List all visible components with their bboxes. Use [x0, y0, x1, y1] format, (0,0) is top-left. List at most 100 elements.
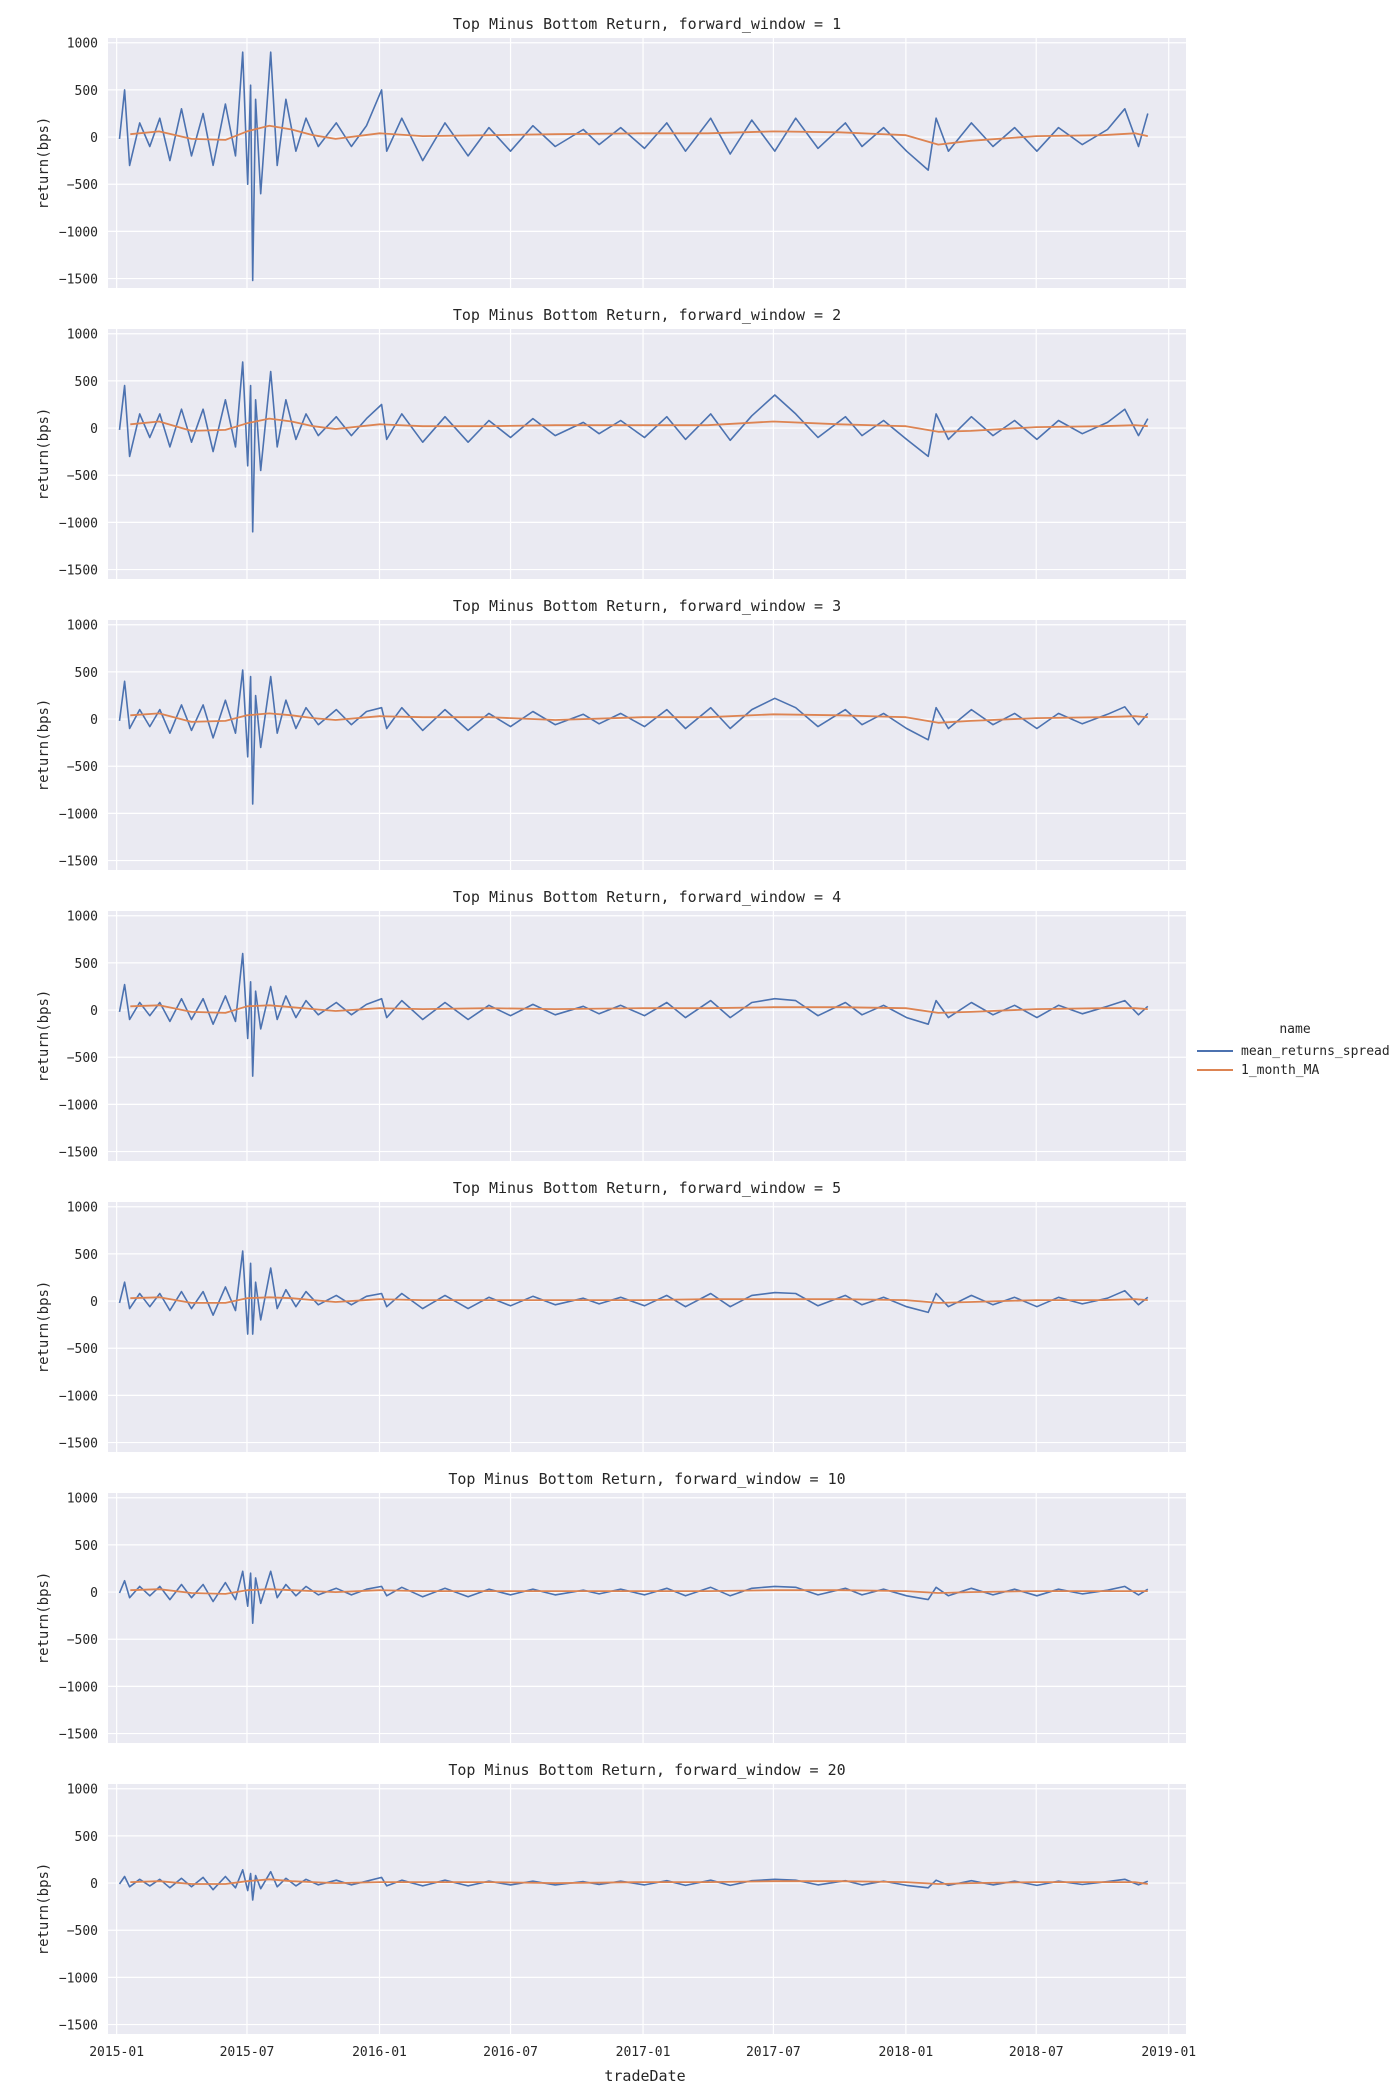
- y-axis-label: return(bps): [36, 990, 52, 1083]
- series-line-mean-returns-spread: [118, 1570, 1149, 1624]
- x-tick-label: 2016-07: [483, 2045, 538, 2060]
- x-tick-label: 2019-01: [1141, 2045, 1196, 2060]
- panel-6: −1500 −1000 −500 0 500 1000 Top Minus Bottom R…: [36, 1470, 1186, 1743]
- y-tick-label: −1500: [59, 855, 98, 870]
- facet-panels: −1500 −1000 −500 0 500 1000 Top Minus Bottom R…: [36, 15, 1196, 2060]
- y-tick-label: 1000: [67, 1201, 98, 1216]
- y-tick-label: 500: [75, 1830, 98, 1845]
- y-tick-label: −1500: [59, 1146, 98, 1161]
- y-tick-label: −1500: [59, 1728, 98, 1743]
- series-line-mean-returns-spread: [118, 952, 1149, 1077]
- panel-title: Top Minus Bottom Return, forward_window …: [448, 1761, 845, 1779]
- series-line-1-month-ma: [130, 417, 1148, 433]
- panel-title: Top Minus Bottom Return, forward_window …: [453, 15, 841, 33]
- y-tick-label: 0: [90, 422, 98, 437]
- plot-background: [108, 329, 1186, 579]
- y-tick-label: 0: [90, 1586, 98, 1601]
- panel-7: −1500 −1000 −500 0 500 1000 Top Minus Bottom R…: [36, 1761, 1196, 2060]
- panel-1: −1500 −1000 −500 0 500 1000 Top Minus Bottom R…: [36, 15, 1186, 288]
- x-tick-label: 2018-07: [1009, 2045, 1064, 2060]
- y-tick-label: −1000: [59, 1680, 98, 1695]
- y-tick-label: −1000: [59, 516, 98, 531]
- y-tick-label: 500: [75, 1248, 98, 1263]
- y-tick-label: −1500: [59, 564, 98, 579]
- x-tick-label: 2016-01: [352, 2045, 407, 2060]
- y-tick-label: 500: [75, 1539, 98, 1554]
- y-tick-label: 1000: [67, 1492, 98, 1507]
- y-tick-label: −500: [67, 1924, 98, 1939]
- y-tick-label: 500: [75, 375, 98, 390]
- y-tick-label: 500: [75, 957, 98, 972]
- panel-title: Top Minus Bottom Return, forward_window …: [453, 306, 841, 324]
- series-line-1-month-ma: [130, 1878, 1148, 1885]
- y-tick-label: −1000: [59, 1389, 98, 1404]
- plot-background: [108, 1493, 1186, 1743]
- series-line-1-month-ma: [130, 1296, 1148, 1304]
- y-tick-label: 0: [90, 713, 98, 728]
- y-tick-label: 0: [90, 1877, 98, 1892]
- y-tick-label: −500: [67, 760, 98, 775]
- y-tick-label: 1000: [67, 328, 98, 343]
- y-tick-label: −1500: [59, 273, 98, 288]
- panel-5: −1500 −1000 −500 0 500 1000 Top Minus Bottom R…: [36, 1179, 1186, 1452]
- x-axis-label: tradeDate: [604, 2067, 685, 2085]
- series-line-mean-returns-spread: [118, 51, 1149, 282]
- x-tick-label: 2017-07: [746, 2045, 801, 2060]
- series-line-mean-returns-spread: [118, 669, 1149, 805]
- y-tick-label: −1500: [59, 1437, 98, 1452]
- x-tick-label: 2015-01: [89, 2045, 144, 2060]
- y-axis-label: return(bps): [36, 117, 52, 210]
- plot-background: [108, 1202, 1186, 1452]
- plot-background: [108, 38, 1186, 288]
- y-axis-label: return(bps): [36, 408, 52, 501]
- y-tick-label: 1000: [67, 910, 98, 925]
- x-tick-label: 2018-01: [878, 2045, 933, 2060]
- series-line-1-month-ma: [130, 712, 1148, 724]
- series-line-1-month-ma: [130, 1588, 1148, 1595]
- y-tick-label: −500: [67, 469, 98, 484]
- legend-label-mean-returns-spread: mean_returns_spread: [1241, 1044, 1390, 1059]
- y-tick-label: −1000: [59, 1971, 98, 1986]
- panel-title: Top Minus Bottom Return, forward_window …: [448, 1470, 845, 1488]
- series-line-mean-returns-spread: [118, 1869, 1149, 1901]
- plot-background: [108, 911, 1186, 1161]
- panel-title: Top Minus Bottom Return, forward_window …: [453, 1179, 841, 1197]
- y-tick-label: −500: [67, 178, 98, 193]
- plot-background: [108, 1784, 1186, 2034]
- y-tick-label: −1000: [59, 807, 98, 822]
- legend-title: name: [1279, 1022, 1310, 1037]
- y-axis-label: return(bps): [36, 1281, 52, 1374]
- panel-2: −1500 −1000 −500 0 500 1000 Top Minus Bottom R…: [36, 306, 1186, 579]
- y-tick-label: 1000: [67, 619, 98, 634]
- y-axis-label: return(bps): [36, 1572, 52, 1665]
- series-line-mean-returns-spread: [118, 1250, 1149, 1335]
- y-tick-label: 500: [75, 84, 98, 99]
- y-tick-label: 1000: [67, 37, 98, 52]
- y-axis-label: return(bps): [36, 699, 52, 792]
- y-tick-label: −500: [67, 1633, 98, 1648]
- y-tick-label: −500: [67, 1051, 98, 1066]
- y-tick-label: −1000: [59, 1098, 98, 1113]
- panel-4: −1500 −1000 −500 0 500 1000 Top Minus Bottom R…: [36, 888, 1186, 1161]
- x-tick-label: 2017-01: [616, 2045, 671, 2060]
- panel-3: −1500 −1000 −500 0 500 1000 Top Minus Bottom R…: [36, 597, 1186, 870]
- plot-background: [108, 620, 1186, 870]
- y-tick-label: 500: [75, 666, 98, 681]
- x-tick-label: 2015-07: [220, 2045, 275, 2060]
- y-tick-label: 0: [90, 1295, 98, 1310]
- y-tick-label: −1500: [59, 2019, 98, 2034]
- legend: name mean_returns_spread 1_month_MA: [1197, 1022, 1390, 1078]
- series-line-mean-returns-spread: [118, 361, 1149, 533]
- y-tick-label: 0: [90, 131, 98, 146]
- panel-title: Top Minus Bottom Return, forward_window …: [453, 888, 841, 906]
- series-line-1-month-ma: [130, 1004, 1148, 1014]
- y-tick-label: 1000: [67, 1783, 98, 1798]
- series-line-1-month-ma: [130, 124, 1148, 146]
- y-tick-label: −500: [67, 1342, 98, 1357]
- y-tick-label: 0: [90, 1004, 98, 1019]
- legend-label-1-month-ma: 1_month_MA: [1241, 1063, 1319, 1078]
- y-axis-label: return(bps): [36, 1863, 52, 1956]
- y-tick-label: −1000: [59, 225, 98, 240]
- panel-title: Top Minus Bottom Return, forward_window …: [453, 597, 841, 615]
